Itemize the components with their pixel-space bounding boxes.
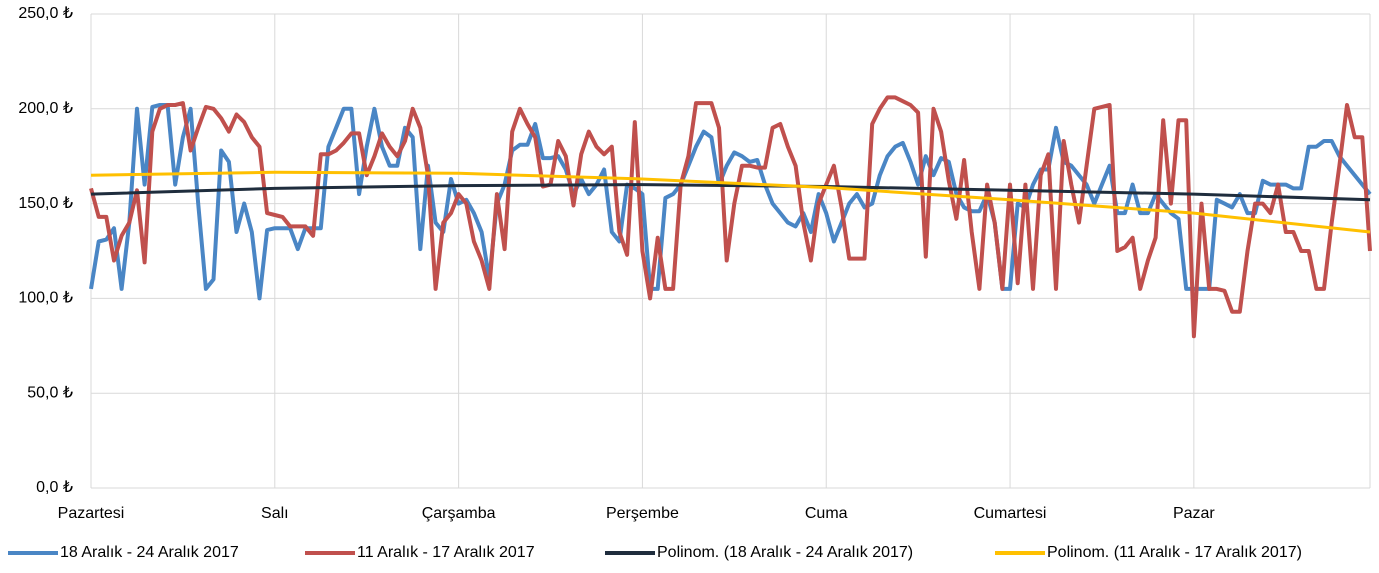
legend-label: 11 Aralık - 17 Aralık 2017 — [357, 544, 535, 561]
series-line — [90, 183, 1371, 202]
y-tick-label: 0,0 ₺ — [36, 479, 73, 496]
y-tick-label: 100,0 ₺ — [18, 290, 73, 307]
legend-label: Polinom. (11 Aralık - 17 Aralık 2017) — [1047, 544, 1302, 561]
y-tick-label: 150,0 ₺ — [18, 195, 73, 212]
series-line — [89, 95, 1372, 339]
x-tick-label: Perşembe — [606, 505, 679, 522]
x-tick-label: Cumartesi — [974, 505, 1047, 522]
x-tick-label: Pazar — [1173, 505, 1215, 522]
x-tick-label: Cuma — [805, 505, 848, 522]
x-tick-label: Pazartesi — [58, 505, 125, 522]
series-line — [90, 170, 1371, 234]
x-tick-label: Salı — [261, 505, 289, 522]
y-tick-label: 200,0 ₺ — [18, 100, 73, 117]
y-tick-label: 50,0 ₺ — [27, 384, 73, 401]
x-tick-label: Çarşamba — [422, 505, 496, 522]
legend-label: Polinom. (18 Aralık - 24 Aralık 2017) — [657, 544, 913, 561]
legend-label: 18 Aralık - 24 Aralık 2017 — [60, 544, 239, 561]
y-tick-label: 250,0 ₺ — [18, 5, 73, 22]
